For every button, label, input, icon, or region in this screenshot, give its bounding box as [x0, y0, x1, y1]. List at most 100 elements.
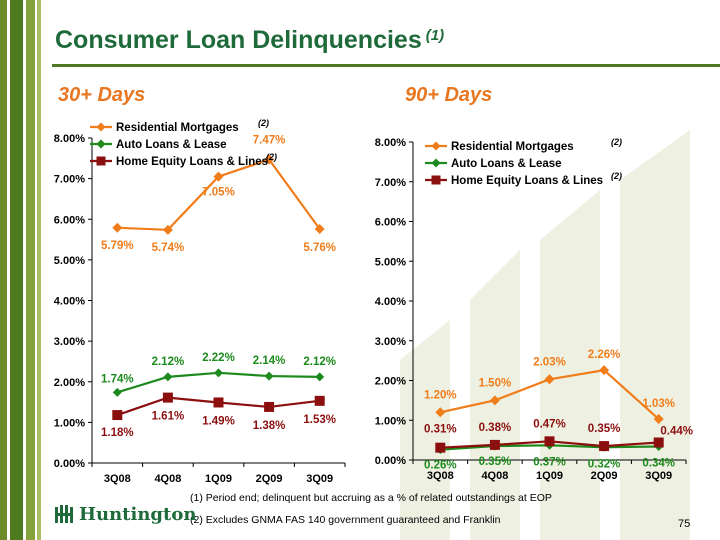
data-label: 1.53% — [303, 414, 336, 426]
data-label: 7.47% — [253, 135, 286, 147]
data-point — [435, 407, 446, 418]
y-tick-label: 7.00% — [54, 174, 85, 186]
y-tick-label: 0.00% — [375, 455, 406, 467]
y-tick-label: 7.00% — [375, 177, 406, 189]
title-rule — [52, 64, 720, 67]
data-label: 0.35% — [588, 423, 621, 435]
x-tick-label: 3Q09 — [645, 470, 672, 482]
y-tick-label: 8.00% — [54, 133, 85, 145]
legend-note: (2) — [258, 118, 269, 128]
y-tick-label: 5.00% — [54, 255, 85, 267]
legend-note: (2) — [611, 137, 622, 147]
legend-label: Home Equity Loans & Lines — [451, 175, 603, 187]
y-tick-label: 3.00% — [54, 336, 85, 348]
data-point — [213, 397, 224, 408]
data-label: 0.32% — [588, 458, 621, 470]
data-point — [544, 374, 555, 385]
legend-marker — [96, 139, 106, 149]
data-label: 0.47% — [533, 418, 566, 430]
data-point — [112, 387, 122, 397]
data-point — [489, 395, 500, 406]
title-note: (1) — [425, 27, 445, 44]
data-label: 2.14% — [253, 355, 286, 367]
data-label: 0.31% — [424, 424, 457, 436]
legend-marker — [431, 158, 441, 168]
logo-mark-icon — [55, 505, 73, 523]
chart-90-title: 90+ Days — [405, 84, 493, 106]
data-label: 1.03% — [642, 398, 675, 410]
data-point — [653, 437, 664, 448]
data-point — [213, 171, 224, 182]
data-label: 1.20% — [424, 389, 457, 401]
data-label: 2.12% — [152, 356, 185, 368]
data-label: 2.26% — [588, 349, 621, 361]
data-point — [435, 442, 446, 453]
legend-marker — [431, 141, 441, 151]
data-point — [264, 401, 275, 412]
data-label: 2.22% — [202, 352, 235, 364]
legend-label: Residential Mortgages — [116, 122, 239, 134]
x-tick-label: 4Q08 — [481, 470, 508, 482]
page-number: 75 — [678, 518, 691, 530]
huntington-logo: Huntington — [55, 503, 196, 525]
x-tick-label: 3Q08 — [104, 473, 131, 485]
y-tick-label: 4.00% — [54, 296, 85, 308]
y-tick-label: 0.00% — [54, 458, 85, 470]
y-tick-label: 6.00% — [54, 214, 85, 226]
data-label: 0.38% — [479, 422, 512, 434]
data-point — [599, 441, 610, 452]
data-point — [489, 439, 500, 450]
legend-note: (2) — [266, 152, 277, 162]
chart-30-title: 30+ Days — [58, 84, 146, 106]
data-point — [653, 414, 664, 425]
x-tick-label: 2Q09 — [256, 473, 283, 485]
legend-marker — [431, 175, 441, 185]
legend-note: (2) — [611, 171, 622, 181]
data-point — [162, 392, 173, 403]
x-tick-label: 3Q09 — [306, 473, 333, 485]
x-tick-label: 3Q08 — [427, 470, 454, 482]
legend-label: Auto Loans & Lease — [451, 158, 562, 170]
y-tick-label: 3.00% — [375, 336, 406, 348]
data-label: 0.44% — [660, 426, 693, 438]
data-point — [314, 395, 325, 406]
footnote-1: (1) Period end; delinquent but accruing … — [190, 492, 552, 504]
data-point — [314, 224, 325, 234]
data-label: 1.38% — [253, 420, 286, 432]
data-label: 7.05% — [202, 187, 235, 199]
data-label: 0.34% — [642, 457, 675, 469]
data-point — [264, 154, 275, 165]
x-tick-label: 1Q09 — [536, 470, 563, 482]
data-label: 2.03% — [533, 356, 566, 368]
data-label: 1.18% — [101, 427, 134, 439]
data-label: 0.35% — [479, 456, 512, 468]
y-tick-label: 2.00% — [54, 377, 85, 389]
legend-marker — [96, 156, 106, 166]
data-point — [264, 371, 274, 381]
data-point — [163, 372, 173, 382]
x-tick-label: 2Q09 — [591, 470, 618, 482]
footnote-2: (2) Excludes GNMA FAS 140 government gua… — [190, 514, 501, 526]
data-label: 1.49% — [202, 415, 235, 427]
legend-label: Auto Loans & Lease — [116, 139, 227, 151]
data-point — [315, 372, 325, 382]
data-label: 5.79% — [101, 240, 134, 252]
data-label: 5.76% — [303, 242, 336, 254]
logo-text: Huntington — [79, 503, 197, 525]
data-point — [112, 410, 123, 421]
legend-label: Residential Mortgages — [451, 141, 574, 153]
legend-marker — [96, 122, 106, 132]
y-tick-label: 1.00% — [375, 415, 406, 427]
legend-label: Home Equity Loans & Lines — [116, 156, 268, 168]
y-tick-label: 5.00% — [375, 256, 406, 268]
data-label: 2.12% — [303, 356, 336, 368]
y-tick-label: 1.00% — [54, 417, 85, 429]
data-label: 5.74% — [152, 242, 185, 254]
data-label: 1.50% — [479, 377, 512, 389]
y-tick-label: 4.00% — [375, 296, 406, 308]
data-label: 1.61% — [152, 411, 185, 423]
data-point — [214, 368, 223, 378]
